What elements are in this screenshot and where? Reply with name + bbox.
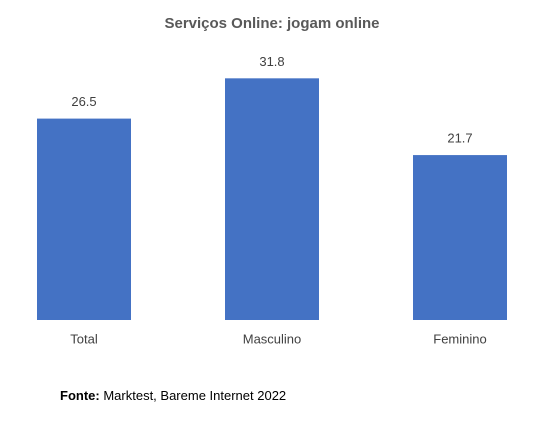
bar: [225, 78, 319, 320]
chart-title: Serviços Online: jogam online: [164, 15, 379, 32]
data-label: 31.8: [259, 54, 284, 69]
x-tick-label: Total: [70, 331, 98, 346]
x-tick-label: Feminino: [433, 331, 486, 346]
source-note: Fonte: Marktest, Bareme Internet 2022: [60, 388, 286, 403]
x-tick-label: Masculino: [243, 331, 302, 346]
bar: [37, 118, 131, 320]
bar: [413, 155, 507, 320]
data-label: 26.5: [71, 94, 96, 109]
source-label: Fonte:: [60, 388, 100, 403]
data-label: 21.7: [447, 131, 472, 146]
source: Marktest, Bareme Internet 2022: [103, 388, 286, 403]
